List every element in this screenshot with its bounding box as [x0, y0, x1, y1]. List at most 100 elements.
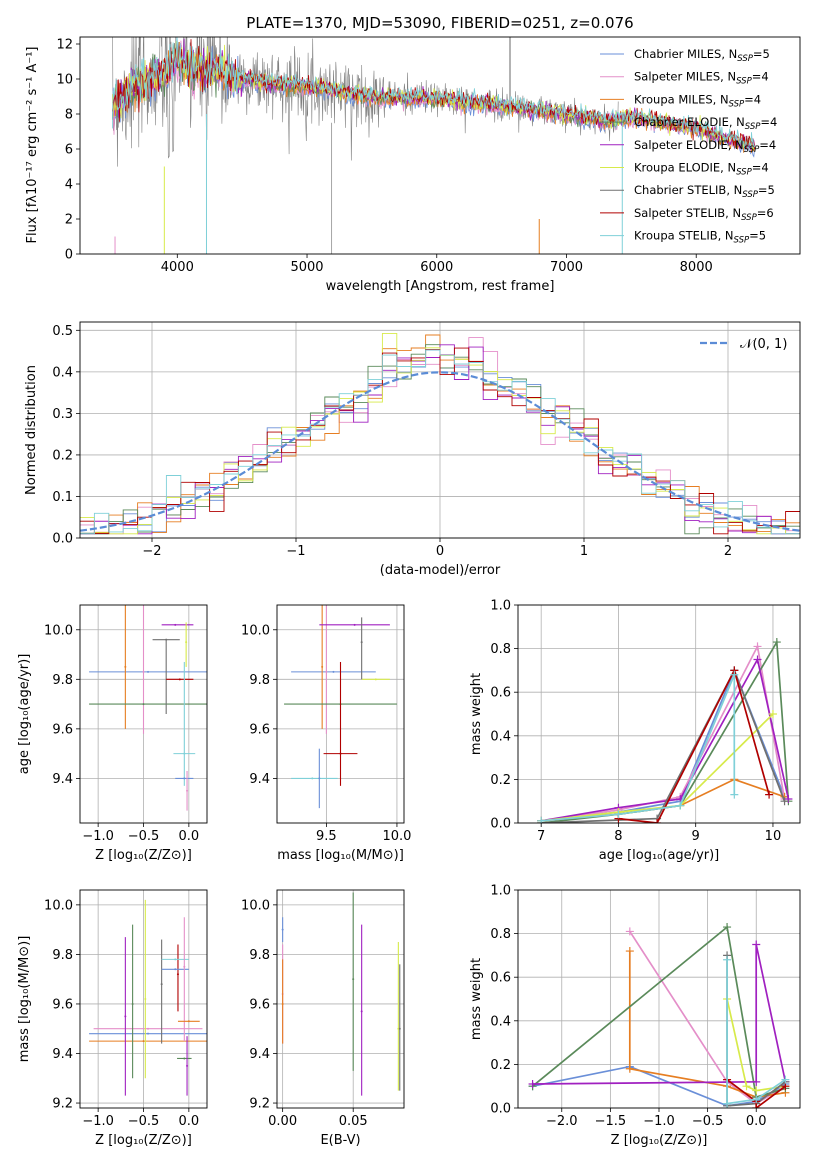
mass-weight-marker	[780, 797, 789, 806]
x-axis-label: Z [log₁₀(Z/Z⊙)]	[95, 848, 192, 863]
mass-weight-marker	[768, 710, 777, 718]
errorbar-point	[142, 670, 145, 673]
mass-weight-marker	[625, 927, 634, 936]
x-tick-label: −0.5	[128, 829, 160, 844]
y-tick-label: 9.8	[52, 948, 73, 963]
y-tick-label: 10	[56, 73, 73, 88]
axes-frame	[79, 604, 208, 824]
spectrum-plot-area	[112, 37, 755, 254]
mass-weight-marker	[528, 1080, 537, 1089]
legend: Chabrier MILES, NSSP=5 Salpeter MILES, NS…	[600, 47, 777, 246]
x-tick-label: 2	[724, 544, 732, 559]
chart-title: PLATE=1370, MJD=53090, FIBERID=0251, z=0…	[246, 14, 633, 32]
mass-weight-series-line	[726, 959, 786, 1105]
x-axis-label: age [log₁₀(age/yr)]	[599, 848, 720, 863]
y-tick-label: 9.8	[249, 673, 270, 688]
model-spectrum-line	[112, 39, 755, 150]
y-tick-label: 0.0	[490, 817, 511, 832]
x-axis-label: Z [log₁₀(Z/Z⊙)]	[95, 1133, 192, 1148]
legend-label: Chabrier MILES, NSSP=5	[634, 47, 770, 64]
legend-label: Kroupa MILES, NSSP=4	[634, 92, 761, 109]
axes-frame	[276, 604, 405, 824]
errorbar-point	[174, 968, 177, 971]
x-tick-label: 10	[765, 829, 782, 844]
weight-vs-age-axes: 7 8 9 10 0.0 0.2 0.4 0.6 0.8 1.0 age [log₁₀(age/yr…	[469, 599, 801, 863]
mass-weight-series-line	[541, 713, 774, 822]
weight-vs-age-plot-area	[537, 638, 793, 823]
age-vs-z-axes: −1.0 −0.5 0.0 9.4 9.6 9.8 10.0 Z [log₁₀(Z/Z⊙)] a…	[17, 604, 208, 863]
x-tick-label: 10.0	[382, 829, 411, 844]
y-axis-label: mass weight	[469, 958, 484, 1040]
x-axis-label: wavelength [Angstrom, rest frame]	[326, 279, 555, 294]
mass-weight-marker	[653, 819, 662, 823]
errorbar-point	[174, 623, 177, 626]
y-tick-label: 0.8	[490, 927, 511, 942]
mass-weight-marker	[676, 801, 685, 810]
legend-label: Kroupa ELODIE, NSSP=4	[634, 161, 769, 178]
x-axis-label: E(B-V)	[320, 1133, 360, 1148]
y-tick-label: 0.4	[490, 729, 511, 744]
y-tick-label: 10.0	[241, 623, 270, 638]
axes-frame	[79, 321, 801, 539]
y-tick-label: 10.0	[44, 898, 73, 913]
y-tick-label: 9.4	[249, 772, 270, 787]
x-tick-label: 0.05	[339, 1114, 368, 1129]
y-tick-label: 0.5	[52, 324, 73, 339]
mass-weight-marker	[752, 1077, 761, 1086]
y-tick-label: 9.2	[249, 1097, 270, 1112]
x-axis-label: mass [log₁₀(M/M⊙)]	[277, 848, 404, 863]
y-axis-label: mass [log₁₀(M/M⊙)]	[17, 936, 32, 1063]
legend-label: Kroupa STELIB, NSSP=5	[634, 229, 766, 246]
mass-weight-marker	[730, 670, 739, 679]
mass-weight-marker	[752, 1095, 761, 1104]
mass-weight-marker	[752, 1104, 761, 1108]
mass-weight-series-line	[541, 643, 786, 822]
mass-vs-z-plot-area	[89, 899, 207, 1096]
residuals-plot-area	[80, 332, 800, 535]
x-tick-label: −0.5	[128, 1114, 160, 1129]
errorbar-point	[353, 623, 356, 626]
y-tick-label: 1.0	[490, 599, 511, 614]
errorbar-point	[281, 928, 284, 931]
errorbar-point	[124, 665, 127, 668]
x-tick-label: 0	[436, 544, 444, 559]
weight-vs-z-plot-area	[528, 923, 790, 1108]
axes-frame	[276, 889, 405, 1109]
mass-weight-marker	[723, 1099, 732, 1108]
y-tick-label: 0.4	[52, 365, 73, 380]
errorbar-point	[147, 1027, 150, 1030]
y-tick-label: 9.6	[249, 722, 270, 737]
y-tick-label: 9.8	[52, 673, 73, 688]
mass-weight-marker	[730, 790, 739, 799]
y-axis-label: age [log₁₀(age/yr)]	[17, 654, 32, 775]
x-tick-label: 6000	[420, 260, 453, 275]
legend-label: Salpeter MILES, NSSP=4	[634, 70, 769, 87]
x-tick-label: 5000	[290, 260, 323, 275]
errorbar-point	[185, 641, 188, 644]
axes-frame	[79, 36, 801, 255]
x-tick-label: 7000	[550, 260, 583, 275]
errorbar-point	[360, 1010, 363, 1013]
x-tick-label: 8000	[680, 260, 713, 275]
mass-weight-series-line	[541, 668, 786, 822]
mass-vs-z-axes: −1.0 −0.5 0.0 9.2 9.4 9.6 9.8 10.0 Z [log₁₀(Z/Z⊙…	[17, 889, 208, 1148]
y-tick-label: 9.2	[52, 1097, 73, 1112]
residual-histogram-step	[80, 347, 800, 535]
errorbar-point	[339, 752, 342, 755]
mass-weight-series-line	[532, 944, 787, 1085]
mass-weight-series-line	[726, 998, 786, 1092]
y-tick-label: 12	[56, 38, 73, 53]
x-tick-label: 4000	[161, 260, 194, 275]
mass-weight-marker	[752, 940, 761, 949]
y-axis-label: Normed distribution	[24, 365, 39, 495]
y-tick-label: 9.4	[52, 1047, 73, 1062]
errorbar-point	[183, 752, 186, 755]
y-tick-label: 0.6	[490, 971, 511, 986]
mass-weight-series-line	[541, 668, 786, 823]
mass-weight-marker	[625, 947, 634, 956]
mass-weight-marker	[723, 923, 732, 932]
mass-weight-marker	[784, 795, 793, 804]
x-tick-label: 0.0	[179, 1114, 200, 1129]
age-vs-mass-axes: 9.5 10.0 9.4 9.6 9.8 10.0 mass [log₁₀(M/M⊙)]	[241, 604, 411, 863]
y-tick-label: 0.4	[490, 1014, 511, 1029]
